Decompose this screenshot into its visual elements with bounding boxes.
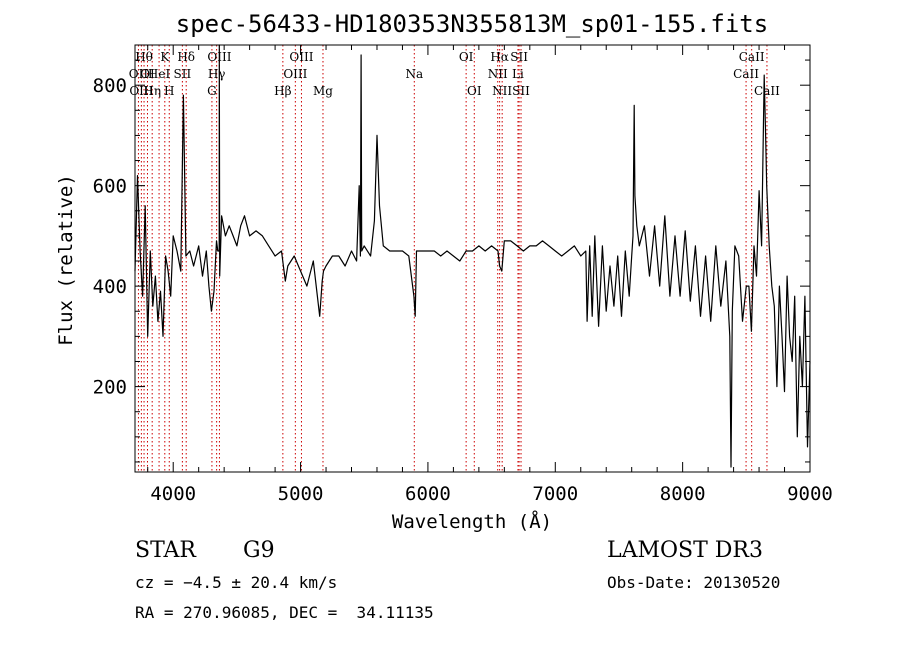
y-tick-label: 600 bbox=[93, 176, 127, 198]
line-label: SII bbox=[510, 50, 528, 64]
line-label: Mg bbox=[313, 84, 333, 98]
line-label: OI bbox=[459, 50, 474, 64]
line-label: K bbox=[160, 50, 170, 64]
line-label: SII bbox=[174, 67, 192, 81]
redshift-cz: cz = −4.5 ± 20.4 km/s bbox=[135, 573, 338, 592]
line-label: H bbox=[164, 84, 174, 98]
line-label: OI bbox=[140, 67, 155, 81]
y-tick-label: 200 bbox=[93, 377, 127, 399]
x-tick-label: 7000 bbox=[532, 483, 578, 505]
line-label: SII bbox=[512, 84, 530, 98]
object-class: STAR bbox=[135, 538, 196, 563]
line-label: CaII bbox=[754, 84, 780, 98]
survey-name: LAMOST DR3 bbox=[607, 538, 763, 563]
y-axis-label: Flux (relative) bbox=[55, 174, 77, 346]
line-label: OI bbox=[467, 84, 482, 98]
y-axis-ticks: 200 400 600 800 bbox=[93, 59, 810, 463]
chart-title: spec-56433-HD180353N355813M_sp01-155.fit… bbox=[176, 10, 768, 38]
line-label: HeI bbox=[148, 67, 171, 81]
x-tick-label: 9000 bbox=[787, 483, 833, 505]
y-tick-label: 800 bbox=[93, 75, 127, 97]
ra-dec: RA = 270.96085, DEC = 34.11135 bbox=[135, 603, 434, 622]
line-label: Hη bbox=[143, 84, 161, 98]
line-label: Hδ bbox=[177, 50, 195, 64]
x-tick-label: 8000 bbox=[660, 483, 706, 505]
line-label: Na bbox=[405, 67, 423, 81]
x-tick-label: 6000 bbox=[405, 483, 451, 505]
line-label: Hθ bbox=[135, 50, 153, 64]
obs-date: Obs-Date: 20130520 bbox=[607, 573, 781, 592]
line-label: G bbox=[207, 84, 217, 98]
line-label: CaII bbox=[739, 50, 765, 64]
line-label: OIII bbox=[289, 50, 313, 64]
line-label: OIII bbox=[283, 67, 307, 81]
line-label: Hα bbox=[490, 50, 509, 64]
x-axis-label: Wavelength (Å) bbox=[392, 510, 552, 533]
line-label: NII bbox=[488, 67, 508, 81]
line-label: Hγ bbox=[208, 67, 226, 81]
object-subclass: G9 bbox=[243, 538, 275, 563]
line-labels: OIIOIIIHθOIHηHeIKHSIIHδGHγOIIIHβOIIIOIII… bbox=[129, 50, 780, 98]
line-label: CaII bbox=[733, 67, 759, 81]
spectrum-line bbox=[134, 44, 811, 468]
plot-frame bbox=[134, 44, 811, 473]
line-label: OII bbox=[129, 67, 149, 81]
line-label: Hβ bbox=[274, 84, 291, 98]
x-tick-label: 5000 bbox=[278, 483, 324, 505]
x-axis-ticks: 4000 5000 6000 7000 8000 9000 bbox=[147, 45, 833, 505]
y-tick-label: 400 bbox=[93, 276, 127, 298]
line-label: NII bbox=[492, 84, 512, 98]
line-markers bbox=[137, 45, 768, 472]
x-tick-label: 4000 bbox=[150, 483, 196, 505]
line-label: Li bbox=[512, 67, 524, 81]
